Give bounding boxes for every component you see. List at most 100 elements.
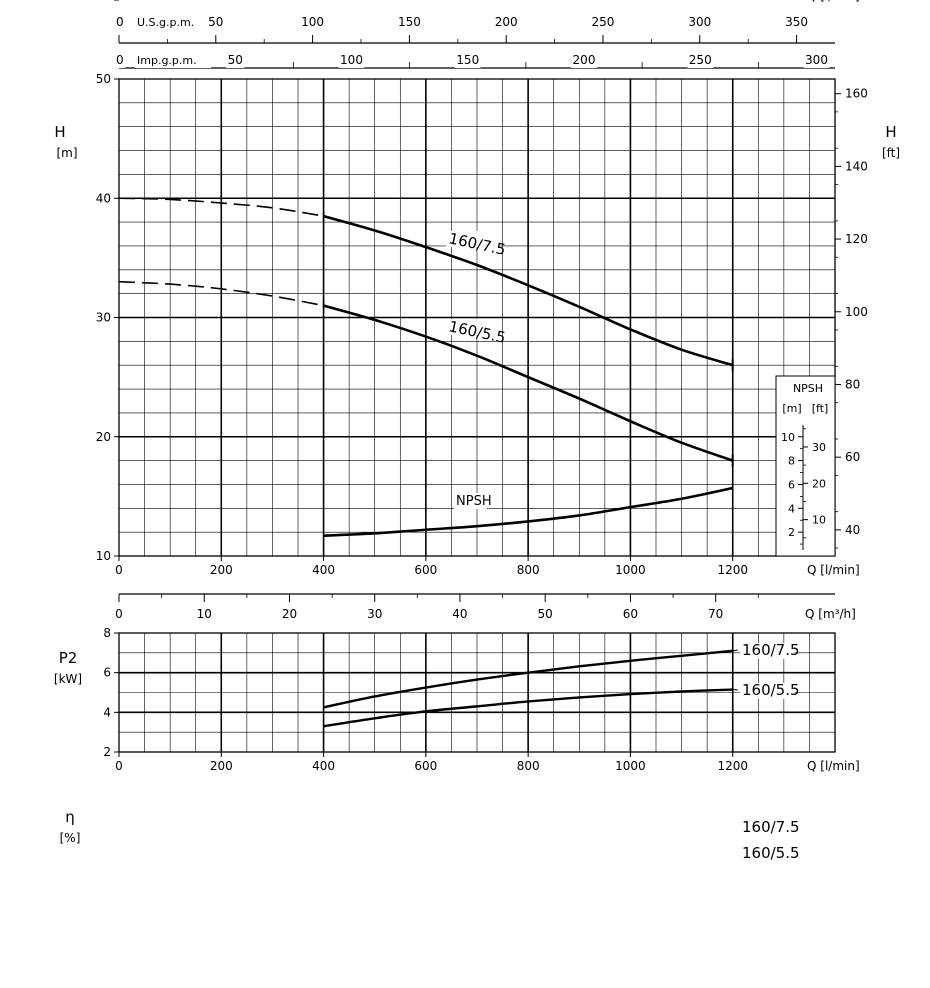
m3h-tick-label-40: 40 xyxy=(452,607,467,621)
power-ytick-label-8: 8 xyxy=(103,626,111,640)
head-xtick-label-1200: 1200 xyxy=(717,563,748,577)
head-y2label: H xyxy=(885,123,896,141)
impgpm-tick-label-250-bg xyxy=(687,52,714,68)
efficiency-ylabel: η xyxy=(65,808,75,826)
curves-layer xyxy=(118,197,738,728)
head-ytick-label-10: 10 xyxy=(96,549,111,563)
impgpm-tick-label-200: 200 xyxy=(573,53,596,67)
head-curve-npsh xyxy=(323,486,733,538)
npsh-inset-ft-label-10: 10 xyxy=(812,514,826,527)
m3h-tick-label-0: 0 xyxy=(115,607,123,621)
head-curve-dashed-160-7-5 xyxy=(118,197,324,217)
head-xtick-label-1000: 1000 xyxy=(615,563,646,577)
m3h-tick-label-20: 20 xyxy=(282,607,297,621)
npsh-inset-ft-label-30: 30 xyxy=(812,441,826,454)
head-curve-dashed-160-5-5 xyxy=(118,280,324,307)
usgpm-axis-label: U.S.g.p.m. xyxy=(137,16,194,29)
head-ylabel: H xyxy=(54,123,65,141)
npsh-inset-m-label-10: 10 xyxy=(781,431,795,444)
head-x-unit-label: Q [l/min] xyxy=(807,563,860,577)
m3h-tick-label-30: 30 xyxy=(367,607,382,621)
impgpm-tick-label-150: 150 xyxy=(456,53,479,67)
head-y2tick-label-60: 60 xyxy=(845,450,860,464)
head-ytick-label-40: 40 xyxy=(96,191,111,205)
head-xtick-label-0: 0 xyxy=(115,563,123,577)
power-ytick-label-2: 2 xyxy=(103,745,111,759)
power-ylabel-unit: [kW] xyxy=(54,672,82,686)
head-ytick-label-50: 50 xyxy=(96,72,111,86)
head-ytick-label-30: 30 xyxy=(96,311,111,325)
efficiency-ytick-label-80: 80 xyxy=(96,0,111,3)
usgpm-zero-label: 0 xyxy=(116,15,124,29)
impgpm-tick-label-100-bg xyxy=(338,52,365,68)
npsh-inset-m-label-4: 4 xyxy=(788,502,795,515)
impgpm-zero-label: 0 xyxy=(116,53,124,67)
efficiency-xtick-label-1000: 1000 xyxy=(615,0,646,3)
efficiency-xtick-label-0: 0 xyxy=(115,0,123,3)
head-series-label-npsh: NPSH xyxy=(456,494,492,509)
power-ytick-label-4: 4 xyxy=(103,705,111,719)
head-xtick-label-400: 400 xyxy=(312,563,335,577)
usgpm-tick-label-100: 100 xyxy=(301,15,324,29)
power-frame xyxy=(118,632,836,753)
power-xtick-label-600: 600 xyxy=(414,759,437,773)
efficiency-xtick-label-1200: 1200 xyxy=(717,0,748,3)
usgpm-tick-label-150: 150 xyxy=(398,15,421,29)
efficiency-ytick-label-50: 50 xyxy=(96,0,111,3)
power-xtick-label-1200: 1200 xyxy=(717,759,748,773)
head-y2tick-label-120: 120 xyxy=(845,232,868,246)
head-y2label-unit: [ft] xyxy=(882,146,900,160)
npsh-inset-title: NPSH xyxy=(793,382,823,395)
m3h-tick-label-50: 50 xyxy=(538,607,553,621)
usgpm-tick-label-250: 250 xyxy=(592,15,615,29)
usgpm-tick-label-300: 300 xyxy=(688,15,711,29)
impgpm-axis-label-bg xyxy=(135,52,211,68)
impgpm-tick-label-50: 50 xyxy=(228,53,243,67)
npsh-inset-unit-m: [m] xyxy=(782,402,801,415)
head-xtick-label-800: 800 xyxy=(517,563,540,577)
usgpm-tick-label-50: 50 xyxy=(208,15,223,29)
npsh-inset-unit-ft: [ft] xyxy=(812,402,829,415)
power-x-unit-label: Q [l/min] xyxy=(807,759,860,773)
head-curve-160-5-5 xyxy=(323,304,734,462)
m3h-tick-label-10: 10 xyxy=(197,607,212,621)
power-series-label-160-7-5-bg xyxy=(740,643,795,659)
axes-layer xyxy=(114,0,841,757)
usgpm-tick-label-350: 350 xyxy=(785,15,808,29)
efficiency-ytick-label-70: 70 xyxy=(96,0,111,3)
head-y2tick-label-160: 160 xyxy=(845,87,868,101)
head-y2tick-label-100: 100 xyxy=(845,305,868,319)
m3h-tick-label-70: 70 xyxy=(708,607,723,621)
npsh-inset-ft-label-20: 20 xyxy=(812,477,826,490)
head-ylabel-unit: [m] xyxy=(56,146,77,160)
head-y2tick-label-40: 40 xyxy=(845,523,860,537)
impgpm-tick-label-200-bg xyxy=(571,52,597,68)
impgpm-zero-label-bg xyxy=(114,52,126,68)
power-xtick-label-0: 0 xyxy=(115,759,123,773)
power-xtick-label-200: 200 xyxy=(210,759,233,773)
power-series-label-160-5-5-bg xyxy=(740,683,795,699)
impgpm-axis-label: Imp.g.p.m. xyxy=(137,54,197,67)
m3h-axis-unit-label: Q [m³/h] xyxy=(805,607,856,621)
npsh-inset-m-label-8: 8 xyxy=(788,455,795,468)
power-ytick-label-6: 6 xyxy=(103,666,111,680)
power-xtick-label-1000: 1000 xyxy=(615,759,646,773)
grid-layer xyxy=(119,79,835,752)
head-series-label-160-5-5-bg xyxy=(446,319,501,335)
efficiency-ytick-label-60: 60 xyxy=(96,0,111,3)
impgpm-tick-label-150-bg xyxy=(454,52,481,68)
impgpm-tick-label-50-bg xyxy=(226,52,245,68)
power-xtick-label-800: 800 xyxy=(517,759,540,773)
impgpm-tick-label-250: 250 xyxy=(689,53,712,67)
head-series-label-npsh-bg xyxy=(454,493,487,509)
head-ytick-label-20: 20 xyxy=(96,430,111,444)
efficiency-ylabel-unit: [%] xyxy=(60,831,81,845)
efficiency-xtick-label-200: 200 xyxy=(210,0,233,3)
power-label-leader-160-7-5 xyxy=(732,649,738,652)
efficiency-series-label-160-5-5-bg xyxy=(740,846,795,862)
head-y2tick-label-140: 140 xyxy=(845,159,868,173)
labels-layer: 0 200 400 600 800 1000 1200 Q [l/min]1020304050… xyxy=(54,0,900,862)
m3h-tick-label-60: 60 xyxy=(623,607,638,621)
npsh-inset-m-label-6: 6 xyxy=(788,478,795,491)
